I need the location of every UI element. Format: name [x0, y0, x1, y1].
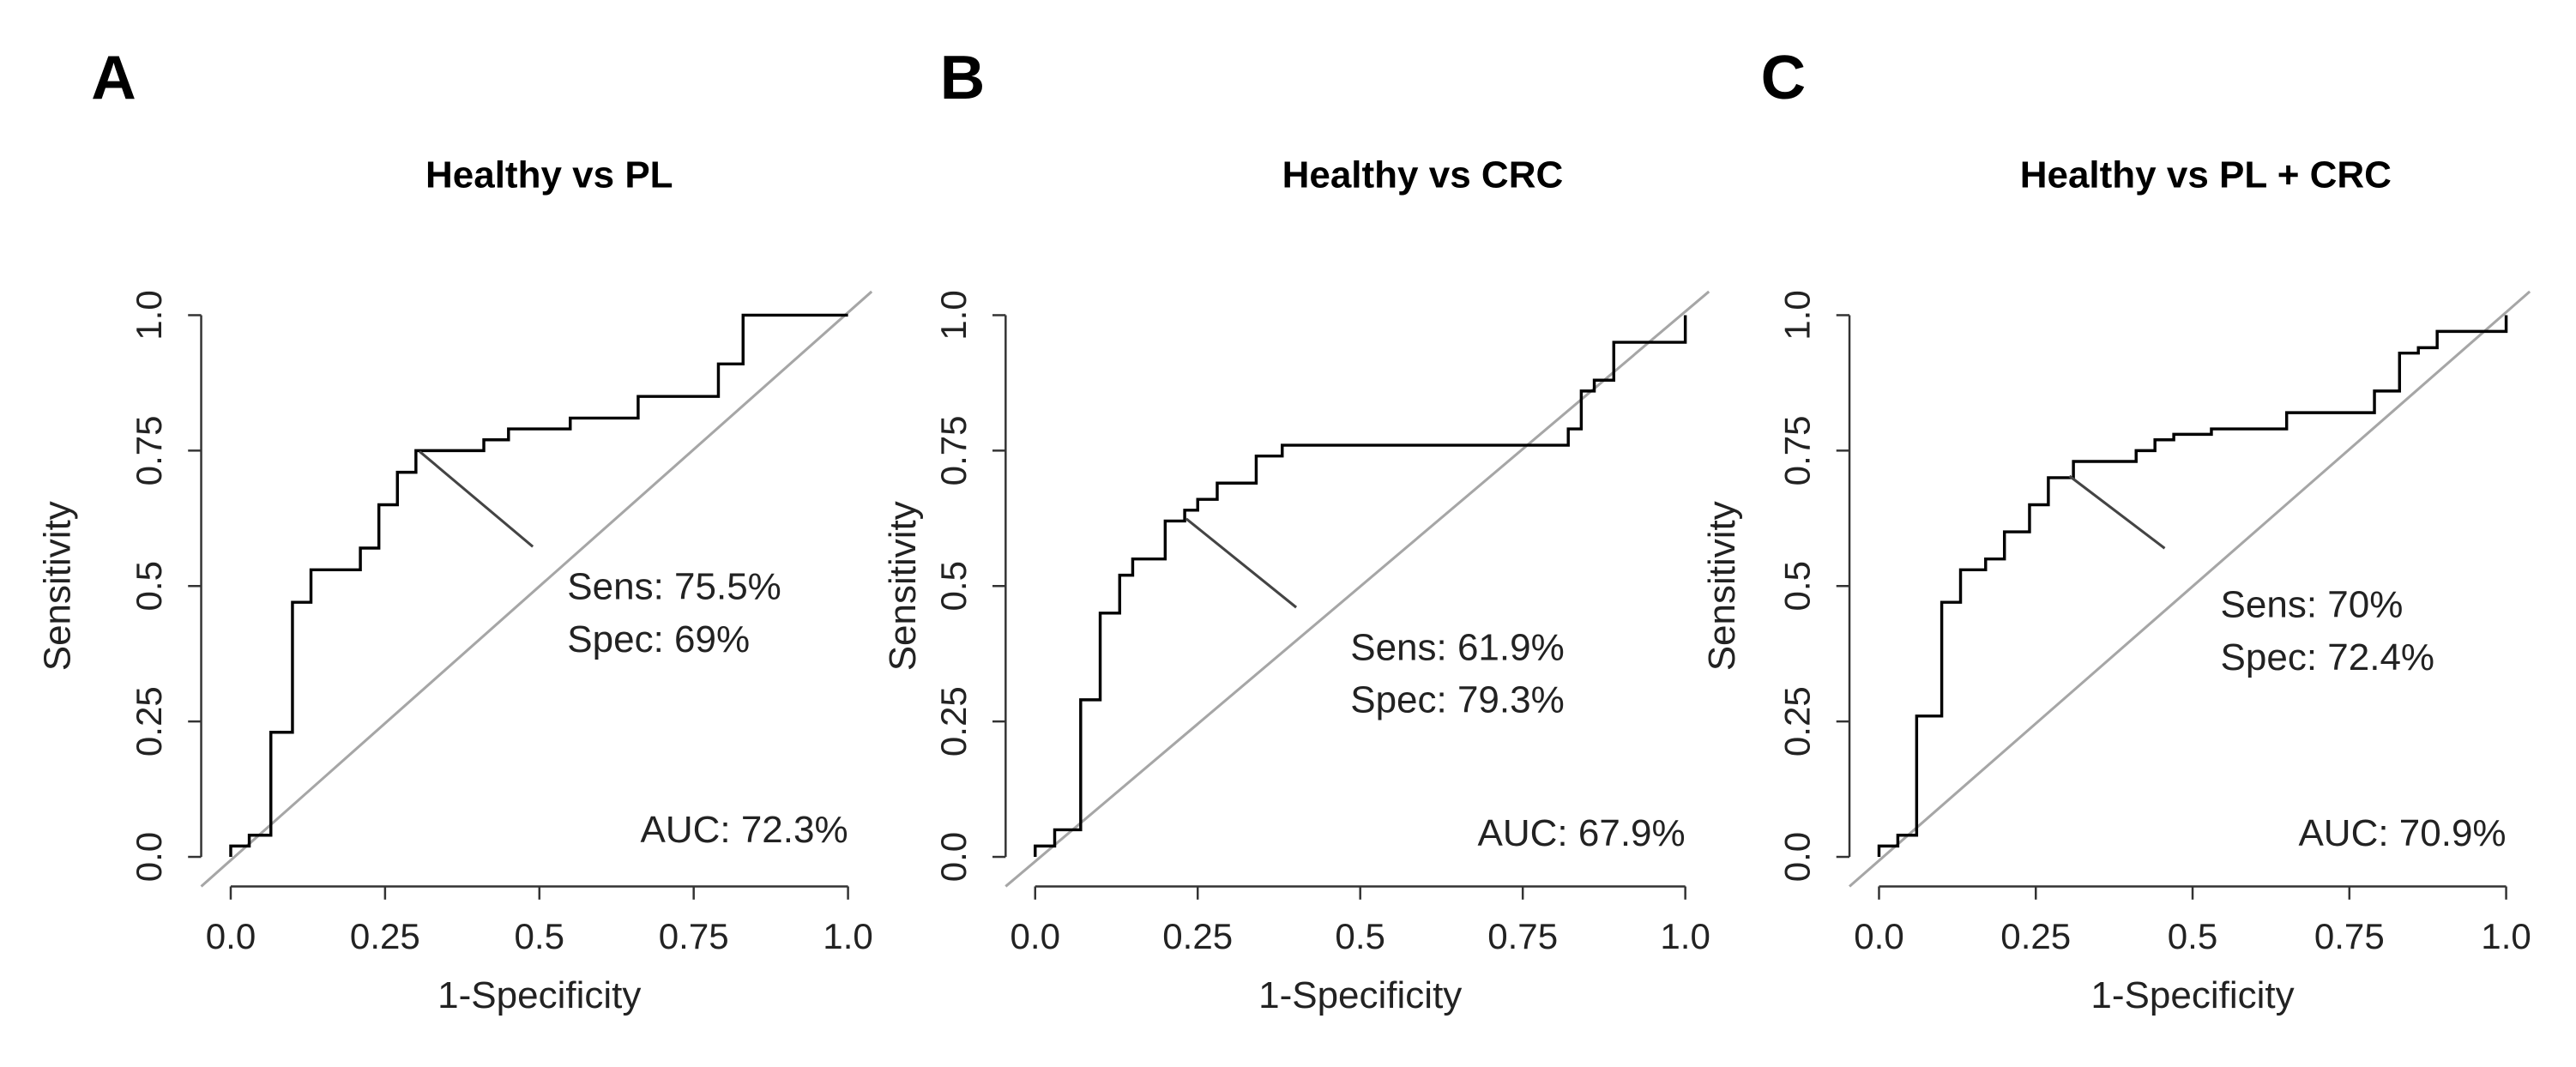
y-tick-label: 0.5: [129, 561, 169, 612]
y-tick-label: 1.0: [129, 290, 169, 341]
annotation: Sens: 75.5%: [567, 566, 781, 608]
y-tick-label: 0.5: [1777, 561, 1818, 612]
y-tick-label: 1.0: [933, 290, 974, 341]
x-tick-label: 0.25: [350, 916, 420, 956]
x-tick-label: 0.75: [2314, 916, 2385, 956]
annotation: Sens: 70%: [2221, 584, 2404, 626]
annotation: AUC: 72.3%: [640, 809, 848, 851]
chart-title: Healthy vs CRC: [1282, 154, 1564, 196]
y-tick-label: 0.75: [933, 415, 974, 485]
reference-line: [1849, 290, 2531, 888]
y-tick-label: 0.75: [1777, 415, 1818, 485]
annotation: AUC: 70.9%: [2298, 812, 2506, 854]
annotation: Spec: 79.3%: [1350, 679, 1565, 721]
x-tick-label: 0.25: [1162, 916, 1233, 956]
y-tick-label: 0.25: [129, 686, 169, 757]
chart-title: Healthy vs PL + CRC: [2020, 154, 2392, 196]
y-tick-label: 0.25: [1777, 686, 1818, 757]
x-tick-label: 0.0: [1010, 916, 1061, 956]
threshold-pointer: [1185, 517, 1298, 609]
x-tick-label: 0.75: [1487, 916, 1558, 956]
threshold-pointer: [419, 450, 534, 548]
panel-label: A: [91, 43, 136, 112]
x-tick-label: 0.5: [515, 916, 565, 956]
y-tick-label: 0.0: [1777, 832, 1818, 883]
y-axis-label: Sensitivity: [882, 501, 924, 671]
roc-curve: [229, 313, 848, 858]
x-tick-label: 0.5: [1335, 916, 1385, 956]
y-tick-label: 0.75: [129, 415, 169, 485]
y-axis-label: Sensitivity: [37, 501, 79, 671]
x-tick-label: 0.75: [659, 916, 729, 956]
x-tick-label: 0.5: [2168, 916, 2218, 956]
roc-curve: [1877, 315, 2508, 858]
threshold-pointer: [2068, 474, 2166, 550]
x-tick-label: 1.0: [823, 916, 873, 956]
y-tick-label: 0.0: [129, 832, 169, 883]
x-axis-label: 1-Specificity: [437, 974, 641, 1016]
panel-label: B: [940, 43, 986, 112]
chart-title: Healthy vs PL: [425, 154, 673, 196]
x-tick-label: 0.0: [206, 916, 256, 956]
y-tick-label: 0.5: [933, 561, 974, 612]
x-axis-label: 1-Specificity: [1258, 974, 1462, 1016]
annotation: Spec: 69%: [567, 618, 750, 660]
x-axis-label: 1-Specificity: [2090, 974, 2294, 1016]
annotation: AUC: 67.9%: [1478, 812, 1686, 854]
x-tick-label: 1.0: [2481, 916, 2531, 956]
annotation: Spec: 72.4%: [2221, 636, 2434, 678]
x-tick-label: 0.0: [1854, 916, 1904, 956]
annotation: Sens: 61.9%: [1350, 627, 1565, 669]
y-tick-label: 0.0: [933, 832, 974, 883]
panel-label: C: [1761, 43, 1807, 112]
roc-curve: [1034, 315, 1687, 858]
reference-line: [200, 290, 873, 888]
y-tick-label: 1.0: [1777, 290, 1818, 341]
x-tick-label: 1.0: [1660, 916, 1710, 956]
x-tick-label: 0.25: [2000, 916, 2071, 956]
y-axis-label: Sensitivity: [1701, 501, 1743, 671]
y-tick-label: 0.25: [933, 686, 974, 757]
